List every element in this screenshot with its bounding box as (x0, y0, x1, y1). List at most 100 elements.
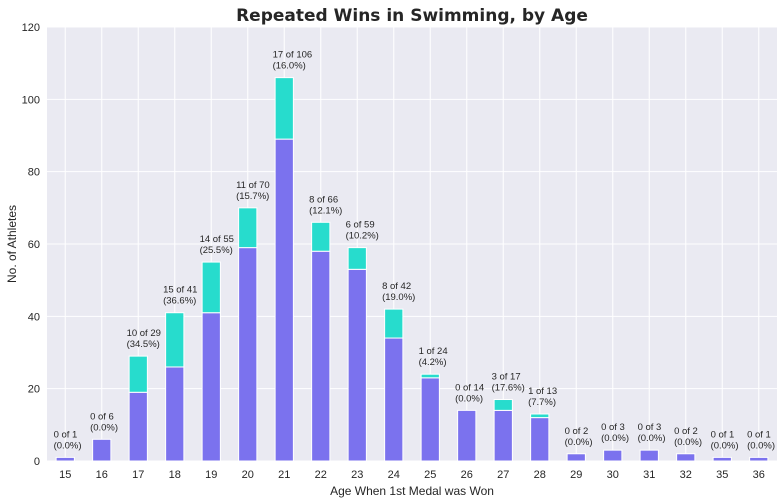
bar-single-win-17 (128, 391, 148, 462)
bar-single-win-20 (238, 247, 258, 462)
y-tick-label: 40 (28, 311, 40, 323)
annotation-percent: (34.5%) (127, 339, 160, 350)
annotation-percent: (0.0%) (747, 440, 775, 451)
bar-single-win-26 (457, 409, 477, 462)
annotation-count: 0 of 2 (565, 426, 589, 437)
y-tick-label: 120 (22, 22, 40, 34)
y-tick-label: 20 (28, 384, 40, 396)
annotation-count: 11 of 70 (236, 180, 270, 191)
bar-repeat-win-22 (311, 221, 331, 252)
annotation-count: 3 of 17 (492, 372, 521, 383)
bar-repeat-win-23 (347, 247, 367, 270)
annotation-percent: (36.6%) (163, 296, 196, 307)
x-tick-label: 17 (132, 469, 144, 481)
annotation-count: 0 of 2 (674, 426, 698, 437)
annotation-percent: (0.0%) (565, 437, 593, 448)
bar-repeat-win-28 (530, 413, 550, 419)
x-axis-label: Age When 1st Medal was Won (330, 484, 494, 498)
bar-single-win-23 (347, 268, 367, 462)
annotation-percent: (7.7%) (528, 397, 556, 408)
bar-repeat-win-24 (384, 308, 404, 339)
annotation-percent: (0.0%) (455, 393, 483, 404)
annotation-percent: (0.0%) (638, 433, 666, 444)
y-tick-label: 0 (34, 456, 40, 468)
annotation-count: 8 of 66 (309, 194, 338, 205)
annotation-count: 0 of 1 (54, 429, 78, 440)
annotation-count: 1 of 13 (528, 386, 557, 397)
y-tick-label: 60 (28, 239, 40, 251)
x-tick-label: 25 (424, 469, 436, 481)
annotation-count: 1 of 24 (419, 346, 448, 357)
annotations: 0 of 1(0.0%)0 of 6(0.0%)10 of 29(34.5%)1… (54, 50, 775, 452)
x-tick-label: 23 (351, 469, 363, 481)
bar-single-win-31 (639, 449, 659, 462)
x-tick-label: 29 (570, 469, 582, 481)
x-tick-label: 16 (96, 469, 108, 481)
x-tick-label: 36 (753, 469, 765, 481)
bar-repeat-win-19 (201, 261, 221, 314)
x-ticks: 15 16 17 18 19 20 21 22 23 24 25 26 27 28 29 30 31 32 35 36 (59, 469, 765, 481)
annotation-percent: (0.0%) (601, 433, 629, 444)
bar-single-win-28 (530, 417, 550, 462)
annotation-percent: (12.1%) (309, 205, 342, 216)
bar-single-win-18 (165, 366, 185, 462)
annotation-percent: (0.0%) (54, 440, 82, 451)
bar-single-win-15 (55, 456, 75, 462)
bar-single-win-21 (274, 138, 294, 462)
y-axis-label: No. of Athletes (5, 205, 19, 283)
annotation-count: 0 of 1 (747, 429, 771, 440)
annotation-percent: (0.0%) (90, 422, 118, 433)
annotation-count: 8 of 42 (382, 281, 411, 292)
bar-single-win-19 (201, 312, 221, 462)
annotation-percent: (10.2%) (346, 231, 379, 242)
x-tick-label: 24 (388, 469, 400, 481)
x-tick-label: 32 (680, 469, 692, 481)
bar-repeat-win-20 (238, 207, 258, 249)
annotation-percent: (25.5%) (200, 245, 233, 256)
x-tick-label: 21 (278, 469, 290, 481)
x-tick-label: 26 (461, 469, 473, 481)
x-tick-label: 22 (315, 469, 327, 481)
bar-repeat-win-17 (128, 355, 148, 393)
bar-repeat-win-21 (274, 77, 294, 140)
x-tick-label: 18 (169, 469, 181, 481)
annotation-count: 0 of 3 (638, 422, 662, 433)
bar-single-win-29 (566, 453, 586, 462)
x-tick-label: 15 (59, 469, 71, 481)
x-tick-label: 35 (716, 469, 728, 481)
annotation-count: 17 of 106 (273, 50, 313, 61)
annotation-count: 0 of 6 (90, 411, 114, 422)
x-tick-label: 19 (205, 469, 217, 481)
bar-single-win-16 (92, 438, 112, 462)
y-ticks: 0 20 40 60 80 100 120 (22, 22, 40, 468)
y-tick-label: 80 (28, 167, 40, 179)
annotation-count: 0 of 1 (711, 429, 735, 440)
x-tick-label: 31 (643, 469, 655, 481)
annotation-count: 10 of 29 (127, 328, 161, 339)
annotation-percent: (16.0%) (273, 61, 306, 72)
bar-single-win-32 (676, 453, 696, 462)
annotation-percent: (17.6%) (492, 383, 525, 394)
y-tick-label: 100 (22, 94, 40, 106)
bar-single-win-36 (749, 456, 769, 462)
chart-title: Repeated Wins in Swimming, by Age (236, 6, 588, 26)
annotation-count: 0 of 3 (601, 422, 625, 433)
annotation-percent: (19.0%) (382, 292, 415, 303)
annotation-percent: (0.0%) (711, 440, 739, 451)
bar-single-win-35 (712, 456, 732, 462)
annotation-percent: (15.7%) (236, 191, 269, 202)
bars (55, 77, 769, 462)
bar-single-win-24 (384, 337, 404, 462)
bar-single-win-25 (420, 377, 440, 462)
bar-repeat-win-25 (420, 373, 440, 379)
annotation-count: 6 of 59 (346, 220, 375, 231)
annotation-count: 0 of 14 (455, 382, 484, 393)
bar-single-win-27 (493, 409, 513, 462)
bar-single-win-30 (603, 449, 623, 462)
bar-repeat-win-27 (493, 399, 513, 411)
annotation-percent: (4.2%) (419, 357, 447, 368)
x-tick-label: 28 (534, 469, 546, 481)
bar-repeat-win-18 (165, 312, 185, 368)
bar-single-win-22 (311, 250, 331, 462)
annotation-count: 15 of 41 (163, 285, 197, 296)
